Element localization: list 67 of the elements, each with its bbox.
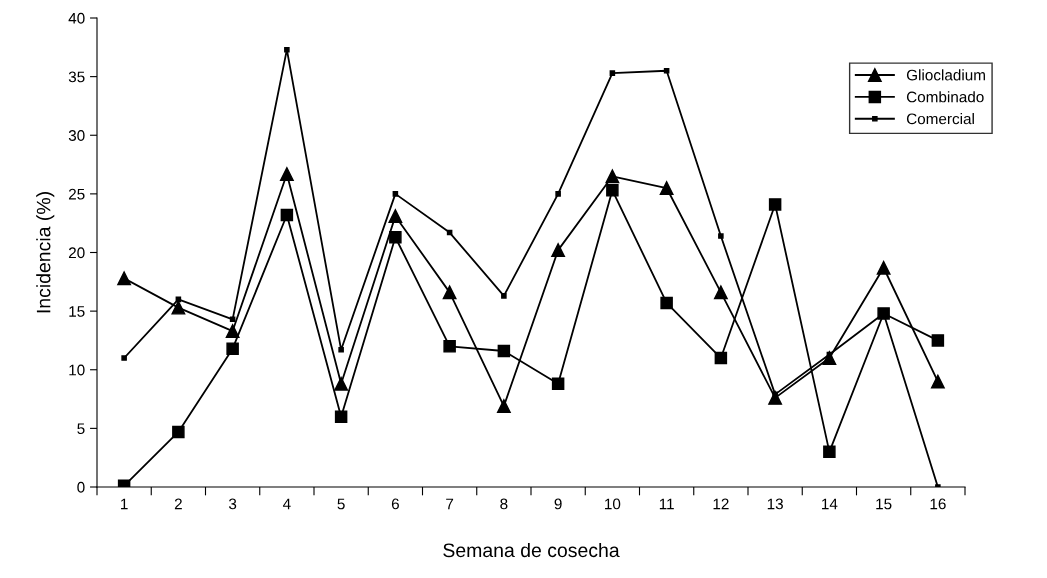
point: [931, 334, 945, 347]
x-tick-label: 3: [228, 498, 237, 510]
x-tick-label: 12: [713, 498, 729, 510]
point: [334, 410, 348, 423]
point: [606, 184, 619, 197]
point: [768, 198, 782, 211]
point: [823, 445, 836, 459]
y-tick-label: 10: [69, 364, 85, 376]
point: [496, 399, 511, 414]
y-tick-label: 15: [69, 306, 85, 317]
point: [551, 377, 565, 391]
x-tick-label: 4: [282, 498, 291, 510]
legend-label: Comercial: [906, 113, 974, 125]
x-axis-title: Semana de cosecha: [443, 542, 620, 558]
point: [609, 70, 616, 76]
y-tick-label: 5: [77, 423, 85, 435]
point: [392, 191, 399, 197]
y-tick-label: 0: [77, 481, 85, 493]
x-tick-label: 11: [659, 498, 674, 510]
point: [284, 46, 290, 53]
x-tick-label: 10: [605, 498, 621, 510]
x-tick-label: 1: [121, 498, 128, 510]
x-tick-label: 7: [446, 498, 454, 510]
point: [718, 233, 724, 239]
point: [334, 376, 349, 391]
point: [117, 271, 132, 286]
point: [171, 300, 186, 315]
x-tick-label: 9: [554, 498, 562, 510]
y-tick-label: 40: [68, 12, 85, 24]
x-tick-label: 14: [822, 498, 838, 510]
point: [660, 296, 673, 310]
point: [663, 67, 670, 74]
point: [172, 425, 185, 439]
point: [930, 374, 945, 389]
x-tick-label: 13: [767, 498, 783, 510]
x-tick-label: 6: [391, 498, 399, 510]
point: [876, 260, 891, 275]
point: [226, 342, 239, 355]
point: [555, 191, 561, 197]
y-tick-label: 20: [68, 247, 85, 259]
x-tick-label: 2: [174, 498, 182, 510]
point: [551, 243, 566, 258]
x-tick-label: 16: [930, 498, 946, 510]
x-tick-label: 5: [337, 498, 345, 510]
point: [280, 208, 294, 222]
point: [713, 285, 728, 300]
x-tick-label: 15: [876, 498, 892, 510]
point: [279, 166, 294, 181]
point: [225, 324, 240, 339]
point: [442, 285, 457, 300]
point: [714, 351, 728, 365]
y-axis-title: Incidencia (%): [36, 192, 55, 313]
y-tick-label: 35: [68, 71, 85, 83]
legend-label: Combinado: [906, 91, 984, 103]
legend-label: Gliocladium: [906, 69, 985, 81]
point: [501, 293, 507, 299]
y-tick-label: 30: [68, 130, 85, 141]
point: [388, 209, 403, 224]
point: [389, 231, 402, 244]
point: [659, 181, 674, 195]
y-tick-label: 25: [68, 188, 85, 200]
point: [443, 340, 456, 353]
point: [605, 169, 620, 184]
point: [121, 355, 127, 361]
x-tick-label: 8: [500, 498, 508, 510]
point: [338, 347, 344, 353]
point: [497, 344, 511, 358]
